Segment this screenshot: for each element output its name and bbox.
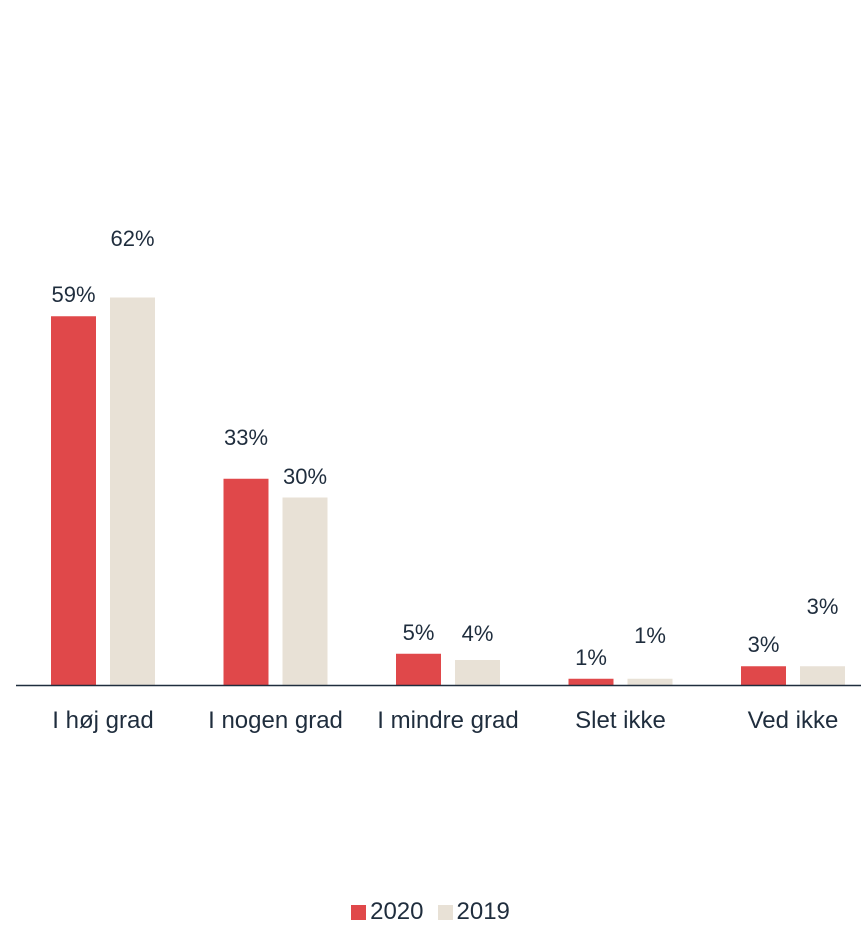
bar-2020-slet-ikke — [568, 678, 614, 685]
bar-2019-i-nogen-grad — [282, 497, 328, 685]
bar-2020-i-høj-grad — [51, 316, 96, 685]
bar-2019-slet-ikke — [627, 678, 673, 685]
category-label-slet-ikke: Slet ikke — [575, 707, 666, 734]
category-label-i-nogen-grad: I nogen grad — [208, 707, 343, 734]
category-label-i-mindre-grad: I mindre grad — [377, 707, 518, 734]
value-label-2020-slet-ikke: 1% — [575, 645, 607, 670]
value-label-2019-slet-ikke: 1% — [634, 623, 666, 648]
legend-swatch-2020 — [351, 904, 367, 920]
value-label-2020-ved-ikke: 3% — [748, 632, 780, 657]
value-label-2019-i-mindre-grad: 4% — [462, 621, 494, 646]
legend-label-2020: 2020 — [370, 898, 424, 925]
category-labels-layer: I høj grad I nogen grad I mindre grad Slet … — [52, 707, 838, 734]
bars-layer — [51, 297, 845, 685]
value-label-2019-ved-ikke: 3% — [807, 594, 839, 619]
legend-item-2019: 2019 — [437, 898, 510, 926]
bar-2019-i-høj-grad — [110, 297, 155, 685]
value-labels-layer: 59% 62% 33% 30% 5% 4% 1% 1% 3% 3% — [51, 226, 838, 670]
legend: 2020 2019 — [0, 898, 861, 926]
value-label-2019-i-nogen-grad: 30% — [283, 464, 327, 489]
legend-label-2019: 2019 — [456, 898, 510, 925]
bar-2020-i-nogen-grad — [223, 478, 269, 685]
value-label-2019-i-høj-grad: 62% — [110, 226, 154, 251]
category-label-ved-ikke: Ved ikke — [748, 707, 839, 734]
bar-2020-ved-ikke — [741, 666, 786, 685]
value-label-2020-i-nogen-grad: 33% — [224, 425, 268, 450]
bar-2020-i-mindre-grad — [396, 653, 441, 685]
bar-2019-ved-ikke — [800, 666, 845, 685]
bar-2019-i-mindre-grad — [455, 660, 500, 685]
value-label-2020-i-høj-grad: 59% — [51, 282, 95, 307]
legend-item-2020: 2020 — [351, 898, 424, 926]
value-label-2020-i-mindre-grad: 5% — [403, 620, 435, 645]
category-label-i-høj-grad: I høj grad — [52, 707, 153, 734]
legend-swatch-2019 — [437, 904, 453, 920]
